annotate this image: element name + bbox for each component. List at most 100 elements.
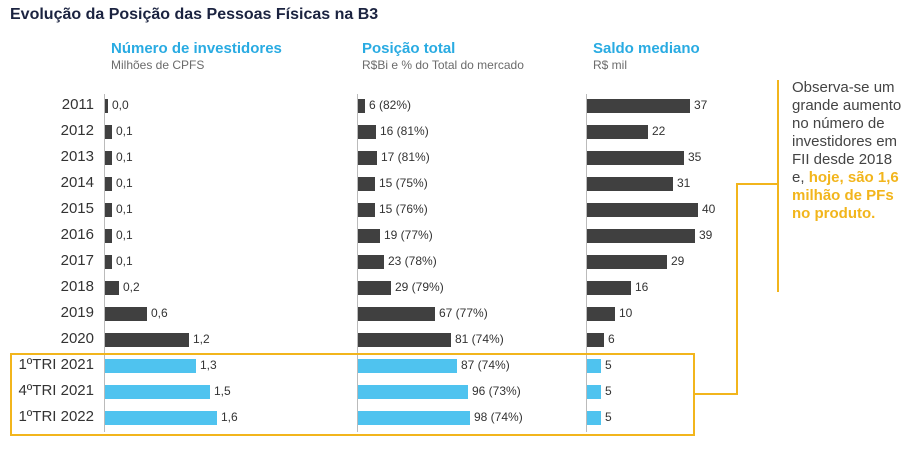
bar: [587, 229, 695, 243]
data-label: 17 (81%): [381, 150, 430, 164]
connector-line: [736, 183, 778, 185]
data-label: 1,6: [221, 410, 238, 424]
bar: [587, 281, 631, 295]
category-label: 1ºTRI 2021: [18, 356, 94, 373]
data-label: 81 (74%): [455, 332, 504, 346]
data-label: 0,1: [116, 228, 133, 242]
data-label: 29 (79%): [395, 280, 444, 294]
data-label: 5: [605, 358, 612, 372]
data-label: 1,5: [214, 384, 231, 398]
panel-axis-line: [357, 94, 358, 432]
panel-subtitle: Milhões de CPFS: [111, 58, 205, 72]
category-label: 2018: [60, 278, 94, 295]
data-label: 0,1: [116, 150, 133, 164]
bar: [358, 385, 468, 399]
chart-title: Evolução da Posição das Pessoas Físicas …: [10, 6, 379, 23]
panel-title: Número de investidores: [111, 40, 282, 57]
category-label: 2011: [61, 96, 94, 113]
panel-header-saldo: Saldo mediano R$ mil: [593, 40, 700, 72]
category-label: 1ºTRI 2022: [18, 408, 94, 425]
bar: [358, 125, 376, 139]
bar: [358, 203, 375, 217]
data-label: 19 (77%): [384, 228, 433, 242]
category-label: 2013: [60, 148, 94, 165]
data-label: 15 (76%): [379, 202, 428, 216]
bar: [105, 125, 112, 139]
bar: [358, 333, 451, 347]
data-label: 96 (73%): [472, 384, 521, 398]
bar: [358, 281, 391, 295]
bar: [105, 281, 119, 295]
bar: [587, 411, 601, 425]
bar: [587, 151, 684, 165]
bar: [587, 177, 673, 191]
data-label: 23 (78%): [388, 254, 437, 268]
data-label: 10: [619, 306, 633, 320]
data-label: 0,1: [116, 176, 133, 190]
data-label: 5: [605, 410, 612, 424]
bar: [587, 385, 601, 399]
category-label: 2012: [60, 122, 94, 139]
bar: [105, 151, 112, 165]
bar: [587, 359, 601, 373]
bar: [105, 359, 196, 373]
category-label: 2015: [60, 200, 94, 217]
panel-title: Posição total: [362, 40, 456, 57]
data-label: 67 (77%): [439, 306, 488, 320]
data-label: 16: [635, 280, 649, 294]
bar: [105, 385, 210, 399]
bar: [105, 411, 217, 425]
bar: [105, 333, 189, 347]
bar: [587, 203, 698, 217]
note-text: Observa-se um grande aumento no número d…: [792, 79, 902, 186]
data-label: 0,1: [116, 202, 133, 216]
data-label: 22: [652, 124, 666, 138]
panel-axis-line: [104, 94, 105, 432]
data-label: 37: [694, 98, 708, 112]
data-label: 39: [699, 228, 713, 242]
data-label: 16 (81%): [380, 124, 429, 138]
category-label: 2016: [60, 226, 94, 243]
category-label: 2019: [60, 304, 94, 321]
category-label: 4ºTRI 2021: [18, 382, 94, 399]
data-label: 0,0: [112, 98, 129, 112]
bar: [358, 99, 365, 113]
bar: [587, 333, 604, 347]
data-label: 29: [671, 254, 685, 268]
panel-subtitle: R$ mil: [593, 58, 628, 72]
bar: [358, 177, 375, 191]
data-label: 6 (82%): [369, 98, 412, 112]
category-label: 2020: [60, 330, 94, 347]
panel-header-investidores: Número de investidores Milhões de CPFS: [111, 40, 282, 72]
bar: [105, 307, 147, 321]
data-label: 0,1: [116, 254, 133, 268]
data-label: 15 (75%): [379, 176, 428, 190]
panel-axis-line: [586, 94, 587, 432]
note-accent-line: [777, 80, 779, 292]
bar: [587, 255, 667, 269]
data-label: 1,3: [200, 358, 217, 372]
bar: [105, 255, 112, 269]
data-label: 0,6: [151, 306, 168, 320]
panel-title: Saldo mediano: [593, 40, 700, 57]
bar: [587, 99, 690, 113]
panel-subtitle: R$Bi e % do Total do mercado: [362, 58, 524, 72]
bar: [105, 177, 112, 191]
bar: [105, 99, 108, 113]
data-label: 98 (74%): [474, 410, 523, 424]
highlight-box: [10, 353, 695, 436]
annotation-note: Observa-se um grande aumento no número d…: [792, 79, 904, 223]
bar: [105, 229, 112, 243]
data-label: 5: [605, 384, 612, 398]
data-label: 0,2: [123, 280, 140, 294]
connector-line: [695, 393, 737, 395]
data-label: 31: [677, 176, 691, 190]
bar: [587, 125, 648, 139]
data-label: 6: [608, 332, 615, 346]
data-label: 1,2: [193, 332, 210, 346]
category-label: 2014: [60, 174, 94, 191]
data-label: 87 (74%): [461, 358, 510, 372]
bar: [105, 203, 112, 217]
bar: [358, 151, 377, 165]
bar: [358, 255, 384, 269]
